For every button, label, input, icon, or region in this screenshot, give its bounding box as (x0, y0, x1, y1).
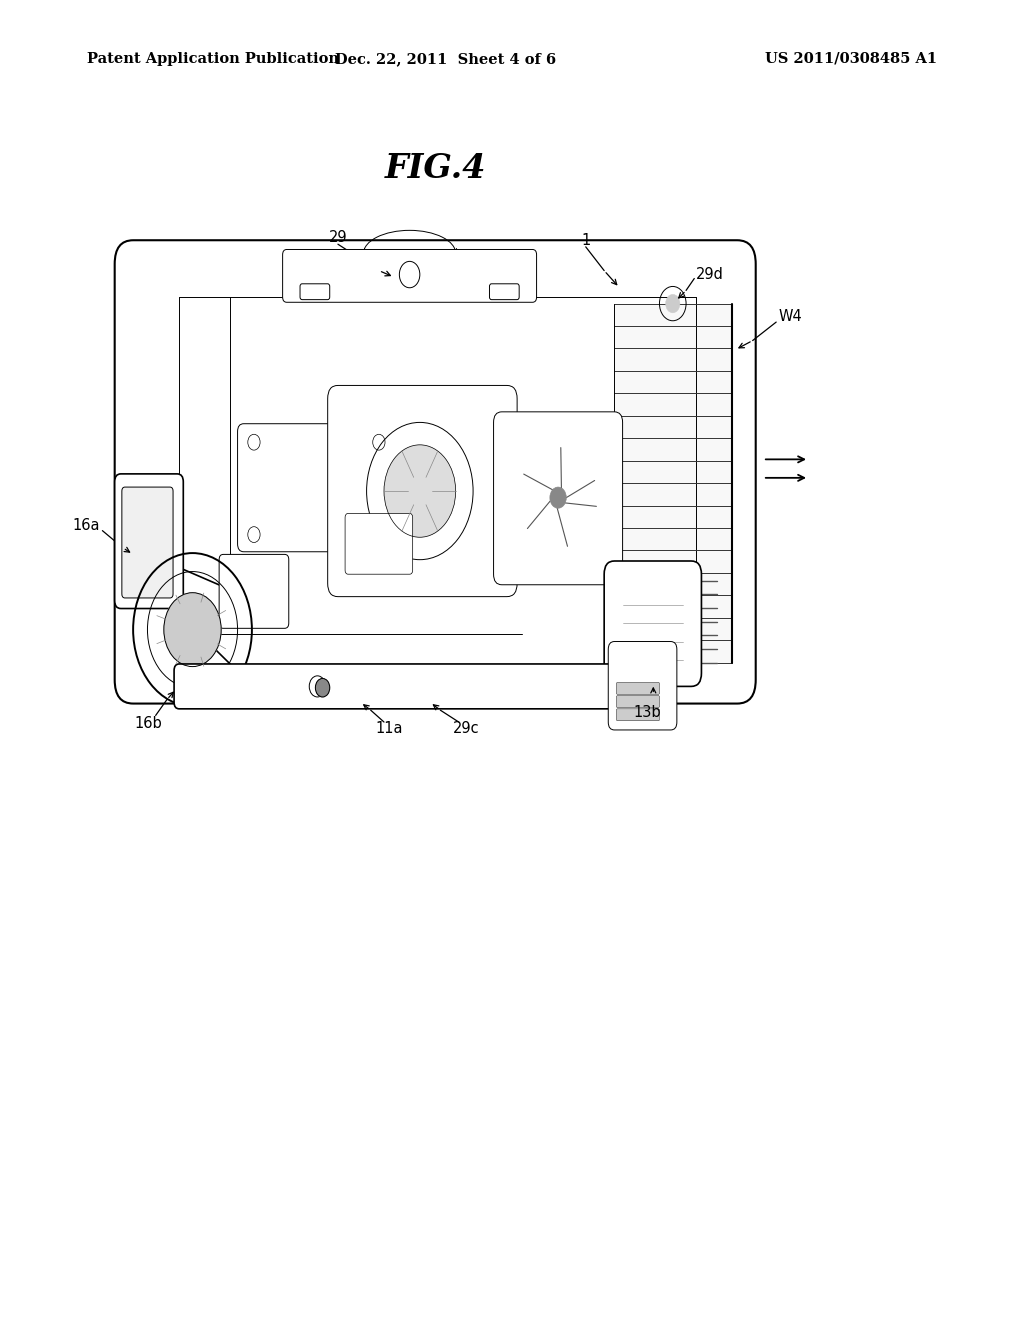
FancyBboxPatch shape (328, 385, 517, 597)
Text: W4: W4 (778, 309, 802, 325)
Text: FIG.4: FIG.4 (384, 153, 486, 186)
Text: US 2011/0308485 A1: US 2011/0308485 A1 (765, 51, 937, 66)
Circle shape (666, 294, 680, 313)
FancyBboxPatch shape (608, 642, 677, 730)
FancyBboxPatch shape (174, 664, 614, 709)
FancyBboxPatch shape (238, 424, 398, 552)
Text: 11a: 11a (376, 721, 402, 737)
FancyBboxPatch shape (115, 474, 183, 609)
Circle shape (164, 593, 221, 667)
FancyBboxPatch shape (115, 240, 756, 704)
Text: Patent Application Publication: Patent Application Publication (87, 51, 339, 66)
FancyBboxPatch shape (494, 412, 623, 585)
FancyBboxPatch shape (604, 561, 701, 686)
Circle shape (384, 445, 456, 537)
FancyBboxPatch shape (345, 513, 413, 574)
Circle shape (550, 487, 566, 508)
Text: 16a: 16a (73, 517, 100, 533)
Circle shape (315, 678, 330, 697)
FancyBboxPatch shape (283, 249, 537, 302)
FancyBboxPatch shape (489, 284, 519, 300)
Text: 29c: 29c (453, 721, 479, 737)
Bar (614, 304, 732, 663)
Text: 13b: 13b (634, 705, 660, 721)
FancyBboxPatch shape (616, 682, 659, 694)
FancyBboxPatch shape (616, 709, 659, 721)
FancyBboxPatch shape (122, 487, 173, 598)
Text: 29d: 29d (696, 267, 724, 282)
Text: 29: 29 (329, 230, 347, 246)
Text: 16b: 16b (134, 715, 163, 731)
Text: 1: 1 (581, 232, 591, 248)
Text: Dec. 22, 2011  Sheet 4 of 6: Dec. 22, 2011 Sheet 4 of 6 (335, 51, 556, 66)
FancyBboxPatch shape (219, 554, 289, 628)
FancyBboxPatch shape (300, 284, 330, 300)
FancyBboxPatch shape (616, 696, 659, 708)
